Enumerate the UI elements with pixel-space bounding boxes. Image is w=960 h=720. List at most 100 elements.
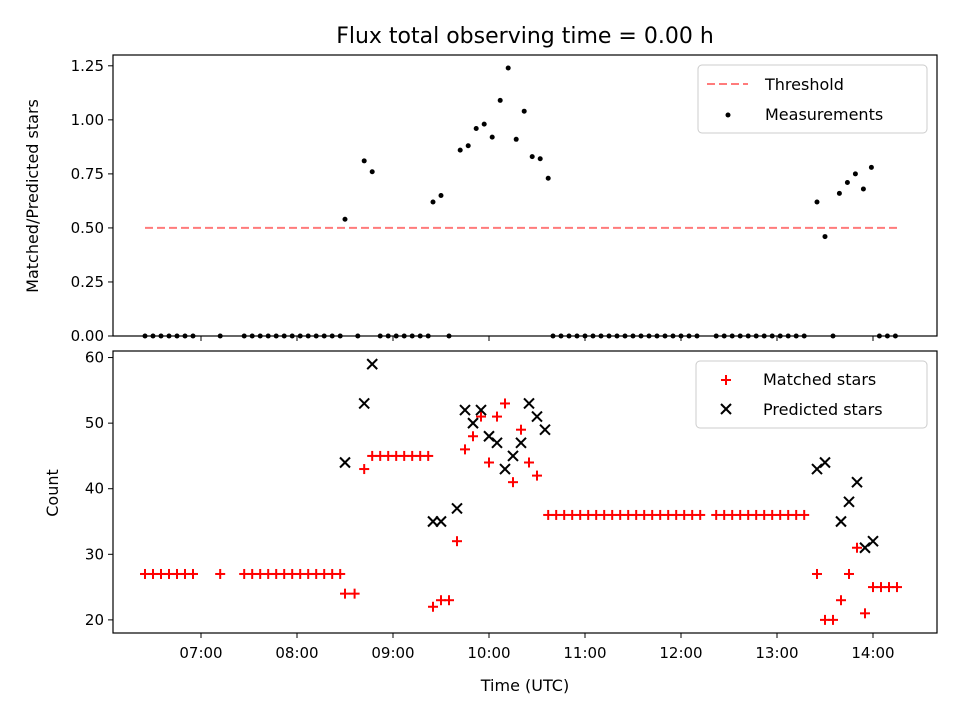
matched-star-point <box>340 588 350 599</box>
bottom-y-tick-label: 40 <box>85 480 104 498</box>
predicted-star-point <box>366 358 378 370</box>
bottom-y-tick-label: 30 <box>85 545 104 563</box>
bottom-legend-box <box>695 360 928 429</box>
measurement-point <box>505 65 511 71</box>
matched-star-point <box>500 398 510 409</box>
measurement-point <box>537 156 543 162</box>
measurement-point <box>473 125 479 131</box>
matched-star-point <box>468 431 478 442</box>
measurements-legend-swatch <box>725 112 731 118</box>
measurement-point <box>481 121 487 127</box>
matched-star-point <box>428 601 438 612</box>
top-axes-frame <box>112 54 938 337</box>
bottom-axes-frame <box>112 350 938 634</box>
measurement-point <box>457 147 463 153</box>
measurement-point <box>342 216 348 222</box>
predicted-star-point <box>483 430 495 442</box>
matched-star-point <box>828 614 838 625</box>
measurement-point <box>497 97 503 103</box>
top-y-tick-label: 0.75 <box>71 165 104 183</box>
x-tick-label: 14:00 <box>851 644 894 662</box>
predicted-star-point <box>507 450 519 462</box>
matched-star-point <box>452 536 462 547</box>
predicted-star-point <box>811 463 823 475</box>
top-chart-title: Flux total observing time = 0.00 h <box>336 24 714 49</box>
measurement-point <box>814 199 820 205</box>
measurements-legend-label: Measurements <box>765 105 883 124</box>
matched-star-point <box>860 608 870 619</box>
matched-star-point <box>508 477 518 488</box>
matched-star-point <box>524 457 534 468</box>
x-tick-label: 12:00 <box>659 644 702 662</box>
measurement-point <box>844 180 850 186</box>
matched-star-point <box>844 568 854 579</box>
predicted-star-point <box>358 397 370 410</box>
bottom-y-tick-label: 60 <box>85 349 104 367</box>
predicted-star-point <box>339 456 351 469</box>
x-tick-label: 08:00 <box>275 644 318 662</box>
top-y-tick-label: 0.00 <box>71 327 104 345</box>
top-y-tick-label: 1.25 <box>71 57 104 75</box>
matched-star-point <box>349 588 360 599</box>
predicted-star-point <box>539 423 551 436</box>
measurement-point <box>868 164 874 170</box>
matched-star-point <box>892 582 902 593</box>
predicted-star-point <box>467 417 479 429</box>
x-tick-label: 11:00 <box>563 644 606 662</box>
predicted-star-point <box>851 476 863 488</box>
x-axis-label: Time (UTC) <box>480 676 569 695</box>
predicted-stars-legend-swatch <box>720 403 732 415</box>
measurement-point <box>430 199 436 205</box>
predicted-star-point <box>499 463 511 475</box>
predicted-star-point <box>459 404 471 416</box>
top-y-tick-label: 0.25 <box>71 273 104 291</box>
predicted-star-point <box>531 410 543 423</box>
matched-star-point <box>335 568 346 579</box>
matched-star-point <box>516 424 526 435</box>
measurement-point <box>529 154 535 160</box>
matched-star-point <box>476 411 486 422</box>
matched-star-point <box>799 509 810 520</box>
measurement-point <box>860 186 866 192</box>
bottom-y-tick-label: 20 <box>85 611 104 629</box>
matched-star-point <box>532 470 542 481</box>
measurement-point <box>822 234 828 240</box>
matched-star-point <box>460 444 470 455</box>
matched-star-point <box>423 450 434 461</box>
matched-star-point <box>188 568 198 579</box>
predicted-star-point <box>475 404 487 416</box>
measurement-point <box>489 134 495 140</box>
matched-star-point <box>215 568 226 579</box>
predicted-star-point <box>867 535 879 547</box>
predicted-star-point <box>523 397 535 410</box>
predicted-star-point <box>515 437 527 449</box>
top-y-tick-label: 0.50 <box>71 219 104 237</box>
measurement-point <box>438 193 444 198</box>
bottom-legend: Matched stars Predicted stars <box>695 360 928 429</box>
measurement-point <box>521 108 527 114</box>
matched-star-point <box>812 568 822 579</box>
bottom-plot-area: 20 30 40 50 60 07:00 08:00 09:00 10:00 11:00 12:00… <box>85 349 902 662</box>
measurement-point <box>836 190 842 196</box>
predicted-star-point <box>843 496 855 508</box>
measurement-point <box>852 171 858 177</box>
top-legend: Threshold Measurements <box>697 64 928 134</box>
predicted-stars-legend-label: Predicted stars <box>763 400 883 419</box>
predicted-star-point <box>491 437 503 449</box>
matched-star-point <box>695 509 706 520</box>
predicted-star-point <box>859 542 871 554</box>
measurement-point <box>513 136 519 142</box>
predicted-star-point <box>451 502 463 515</box>
matched-star-point <box>444 595 454 606</box>
predicted-star-point <box>835 515 847 528</box>
measurement-point <box>545 175 551 181</box>
matched-star-point <box>836 595 846 606</box>
matched-star-point <box>492 411 502 422</box>
matched-star-point <box>484 457 494 468</box>
matched-stars-legend-label: Matched stars <box>763 370 876 389</box>
x-tick-label: 13:00 <box>755 644 798 662</box>
matched-star-point <box>359 464 370 475</box>
x-tick-label: 09:00 <box>371 644 414 662</box>
top-y-axis-label: Matched/Predicted stars <box>23 99 42 293</box>
top-y-tick-label: 1.00 <box>71 111 104 129</box>
